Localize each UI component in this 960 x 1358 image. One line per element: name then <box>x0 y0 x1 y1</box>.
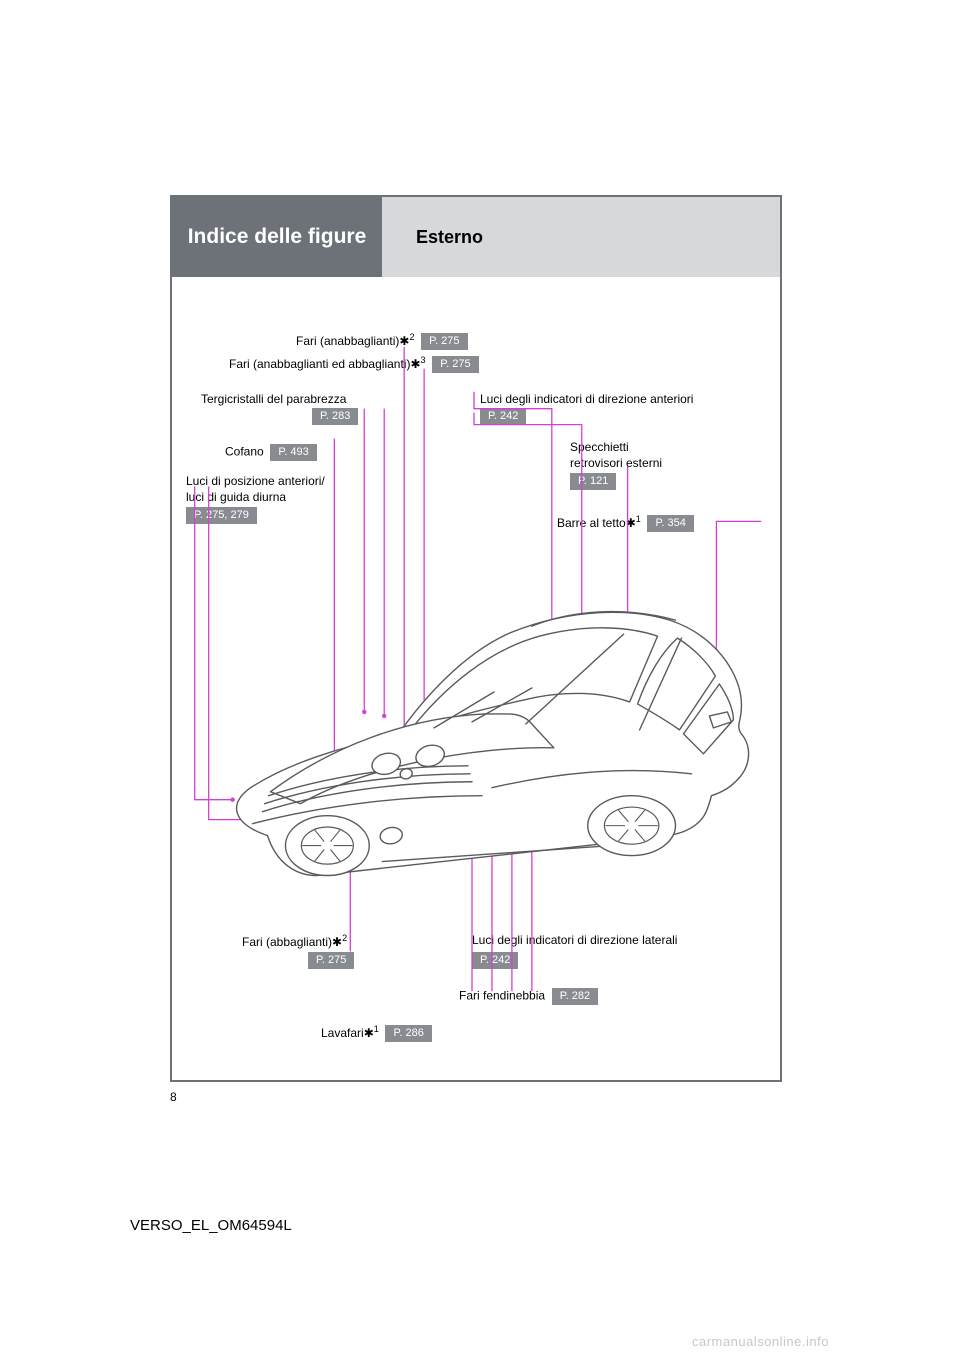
label-fendinebbia-text: Fari fendinebbia <box>459 989 545 1003</box>
label-fari-anabb-abb-text: Fari (anabbaglianti ed abbaglianti) <box>229 357 410 371</box>
pref-fari-anabb-abb[interactable]: P. 275 <box>432 356 478 373</box>
label-barre-tetto-text: Barre al tetto <box>557 516 626 530</box>
pref-indicatori-anteriori[interactable]: P. 242 <box>480 408 526 425</box>
label-fari-anabbaglianti-sup: 2 <box>409 332 414 342</box>
banner-title-left: Indice delle figure <box>172 197 382 277</box>
pref-lavafari[interactable]: P. 286 <box>385 1025 431 1042</box>
content-frame: Indice delle figure Esterno Fari (anabba… <box>170 195 782 1082</box>
page-root: Indice delle figure Esterno Fari (anabba… <box>0 0 960 1358</box>
label-barre-tetto-sup: 1 <box>636 514 641 524</box>
pref-luci-posizione[interactable]: P. 275, 279 <box>186 507 257 524</box>
label-fari-anabbaglianti-text: Fari (anabbaglianti) <box>296 334 399 348</box>
label-fari-anabb-abb-sup: 3 <box>421 355 426 365</box>
label-cofano-text: Cofano <box>225 445 264 459</box>
label-lavafari-sup: 1 <box>374 1024 379 1034</box>
label-fari-abbaglianti-sup: 2 <box>342 933 347 943</box>
label-fari-anabb-abb: Fari (anabbaglianti ed abbaglianti)✱3 P.… <box>229 355 479 373</box>
pref-fendinebbia[interactable]: P. 282 <box>552 988 598 1005</box>
pref-indicatori-laterali[interactable]: P. 242 <box>472 952 518 969</box>
pref-fari-anabbaglianti[interactable]: P. 275 <box>421 333 467 350</box>
label-fari-abbaglianti: Fari (abbaglianti)✱2 <box>242 933 347 949</box>
label-lavafari-text: Lavafari <box>321 1026 364 1040</box>
label-barre-tetto: Barre al tetto✱1 P. 354 <box>557 514 694 532</box>
diagram-area: Fari (anabbaglianti)✱2 P. 275 Fari (anab… <box>172 277 780 1080</box>
label-indicatori-anteriori: Luci degli indicatori di direzione anter… <box>480 392 693 406</box>
pref-tergicristalli[interactable]: P. 283 <box>312 408 358 425</box>
doc-id: VERSO_EL_OM64594L <box>130 1217 292 1234</box>
page-number: 8 <box>170 1090 177 1104</box>
label-fendinebbia: Fari fendinebbia P. 282 <box>459 988 598 1005</box>
label-tergicristalli: Tergicristalli del parabrezza <box>201 392 346 406</box>
banner: Indice delle figure Esterno <box>172 197 780 277</box>
pref-barre-tetto[interactable]: P. 354 <box>647 515 693 532</box>
label-fari-abbaglianti-text: Fari (abbaglianti) <box>242 935 332 949</box>
label-lavafari: Lavafari✱1 P. 286 <box>321 1024 432 1042</box>
label-specchietti-l1: Specchietti <box>570 440 629 454</box>
label-indicatori-laterali: Luci degli indicatori di direzione later… <box>472 933 677 947</box>
pref-fari-abbaglianti[interactable]: P. 275 <box>308 952 354 969</box>
label-luci-posizione-l1: Luci di posizione anteriori/ <box>186 474 325 488</box>
label-specchietti-l2: retrovisori esterni <box>570 456 662 470</box>
banner-title-right: Esterno <box>382 197 780 277</box>
label-luci-posizione-l2: luci di guida diurna <box>186 490 286 504</box>
pref-cofano[interactable]: P. 493 <box>270 444 316 461</box>
label-fari-anabbaglianti: Fari (anabbaglianti)✱2 P. 275 <box>296 332 468 350</box>
pref-specchietti[interactable]: P. 121 <box>570 473 616 490</box>
label-cofano: Cofano P. 493 <box>225 444 317 461</box>
watermark: carmanualsonline.info <box>692 1334 829 1349</box>
